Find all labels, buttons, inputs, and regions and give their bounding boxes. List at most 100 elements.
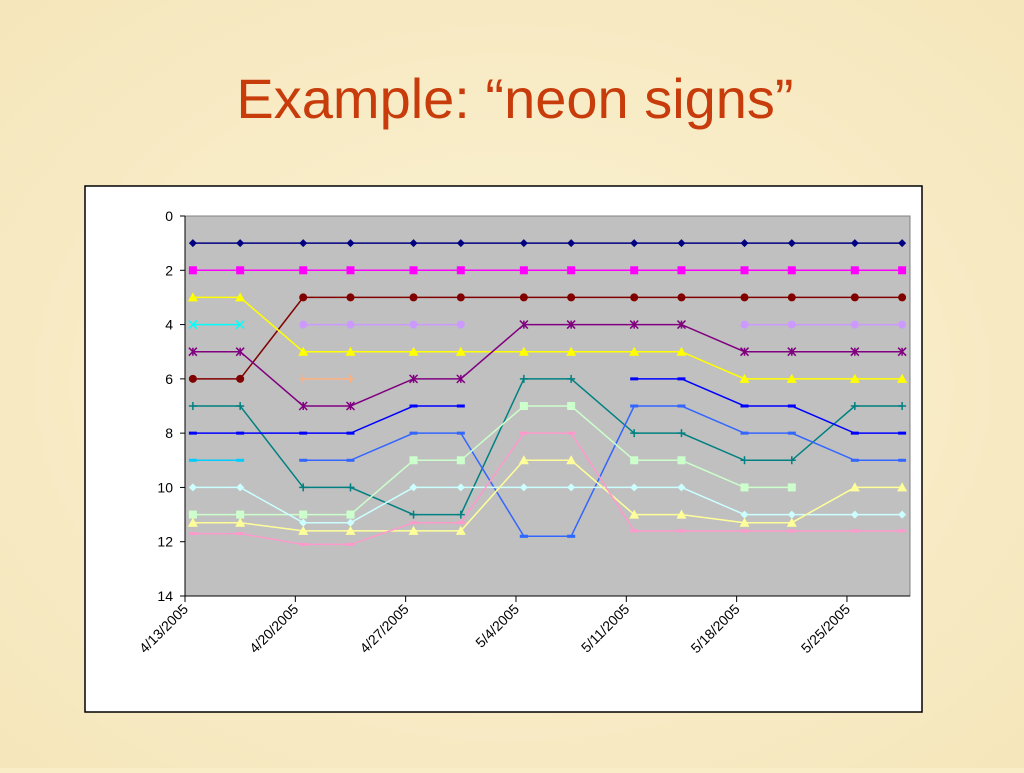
data-point (346, 458, 355, 462)
series-line (192, 323, 903, 407)
data-point (409, 266, 418, 275)
data-point (567, 239, 576, 248)
data-point (630, 483, 639, 492)
data-point (898, 266, 907, 275)
data-point (567, 374, 576, 383)
data-point (519, 266, 528, 275)
data-point (850, 529, 859, 533)
data-point (898, 510, 907, 519)
data-point (188, 431, 197, 435)
data-point (456, 374, 466, 384)
data-point (850, 320, 859, 329)
data-point (409, 374, 419, 384)
data-point (850, 266, 859, 275)
series-line (192, 296, 903, 380)
data-point (235, 517, 246, 527)
data-point (740, 239, 749, 248)
series-line (192, 378, 903, 516)
data-point (676, 320, 686, 330)
data-point (408, 525, 419, 535)
data-point (456, 404, 465, 408)
data-point (677, 483, 686, 492)
data-point (566, 346, 577, 356)
data-point (566, 320, 576, 330)
data-point (849, 482, 860, 492)
data-point (235, 347, 245, 357)
data-point (677, 377, 686, 381)
data-point (345, 401, 356, 411)
data-point (456, 431, 465, 435)
data-point (740, 431, 749, 435)
data-point (629, 509, 640, 519)
slide-title: Example: “neon signs” (236, 67, 793, 130)
data-point (299, 266, 308, 275)
data-point (567, 266, 576, 275)
data-point (456, 521, 465, 525)
data-point (345, 346, 356, 356)
data-point (409, 510, 418, 519)
data-point (409, 404, 418, 408)
data-point (740, 456, 749, 465)
data-point (786, 373, 797, 383)
data-point (236, 266, 245, 275)
data-point (630, 529, 639, 533)
data-point (740, 404, 749, 408)
data-point (408, 346, 419, 356)
data-point (409, 483, 418, 492)
data-point (299, 518, 308, 527)
data-point (456, 266, 465, 275)
data-point (518, 346, 529, 356)
data-point (567, 483, 576, 492)
data-point (740, 510, 749, 519)
data-point (898, 239, 907, 248)
data-point (567, 534, 576, 538)
data-point (677, 266, 686, 275)
data-point (898, 458, 907, 462)
data-point (849, 373, 860, 383)
data-point (456, 510, 465, 519)
data-point (187, 292, 198, 302)
data-point (346, 483, 355, 492)
data-point (850, 431, 859, 435)
data-point (409, 456, 418, 465)
data-point (739, 373, 750, 383)
series-line (192, 459, 903, 532)
data-point (850, 239, 859, 248)
data-point (236, 510, 245, 519)
data-point (298, 401, 308, 411)
series-line (192, 432, 903, 546)
data-point (787, 529, 796, 533)
data-point (188, 347, 198, 357)
y-tick-label: 4 (165, 317, 173, 333)
data-point (787, 456, 796, 465)
data-point (409, 521, 418, 525)
data-point (787, 266, 796, 275)
data-point (519, 402, 528, 410)
data-point (787, 510, 796, 519)
data-point (346, 431, 355, 435)
data-point (898, 431, 907, 435)
data-point (236, 532, 245, 536)
data-point (898, 529, 907, 533)
data-point (346, 510, 355, 519)
data-point (455, 525, 466, 535)
series-line (192, 486, 903, 524)
data-point (187, 517, 198, 527)
data-point (188, 458, 197, 462)
data-point (739, 347, 750, 357)
data-point (409, 320, 418, 329)
data-point (630, 429, 639, 438)
data-point (235, 320, 245, 330)
data-point (456, 293, 465, 302)
data-point (740, 529, 749, 533)
data-point (787, 320, 796, 329)
data-point (409, 431, 418, 435)
data-point (456, 456, 465, 465)
data-point (630, 456, 639, 465)
data-point (299, 542, 308, 546)
data-point (850, 510, 859, 519)
series-line (634, 378, 903, 434)
data-point (787, 347, 797, 357)
data-point (299, 458, 308, 462)
